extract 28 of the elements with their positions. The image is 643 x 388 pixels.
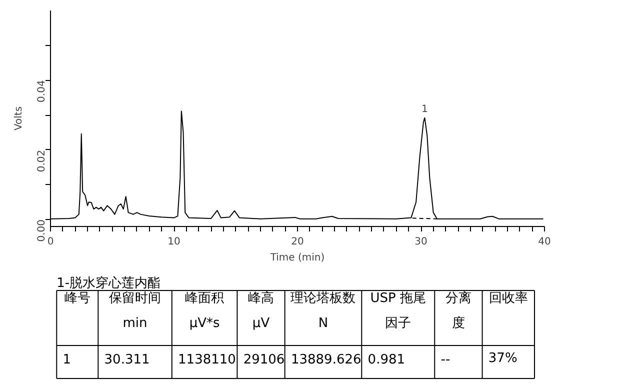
text: 1138110: [178, 352, 236, 368]
annotation: 1: [422, 104, 428, 115]
text: USP 拖尾因子: [370, 291, 426, 331]
text: 峰高 μV: [248, 290, 274, 331]
text: --: [440, 352, 450, 368]
text: 分离度: [445, 290, 472, 331]
text: 峰号: [64, 291, 90, 306]
text: 29106: [243, 352, 285, 368]
y-tick-label: 0.02: [36, 150, 48, 172]
x-tick-label: 10: [168, 236, 180, 248]
x-axis-title: Time (min): [269, 252, 325, 264]
text: 1: [62, 352, 72, 368]
text: 理论塔板数 N: [290, 291, 356, 331]
text: 30.311: [104, 352, 150, 368]
y-tick-label: 0.04: [36, 80, 48, 102]
text: 峰面积 μV*s: [185, 291, 224, 331]
x-tick-label: 0: [47, 236, 54, 248]
text: 37%: [488, 351, 518, 366]
x-tick-label: 40: [538, 236, 551, 248]
x-tick-label: 30: [414, 236, 428, 248]
text: 1-脱水穿心莲内酯: [56, 275, 161, 291]
text: 回收率: [488, 290, 528, 306]
text: 13889.626: [290, 352, 362, 368]
text: 保留时间 min: [109, 291, 162, 331]
x-tick-label: 20: [291, 236, 304, 248]
y-axis-title: Volts: [14, 106, 24, 131]
y-tick-label: 0.00: [36, 220, 48, 242]
text: 0.981: [368, 352, 406, 368]
